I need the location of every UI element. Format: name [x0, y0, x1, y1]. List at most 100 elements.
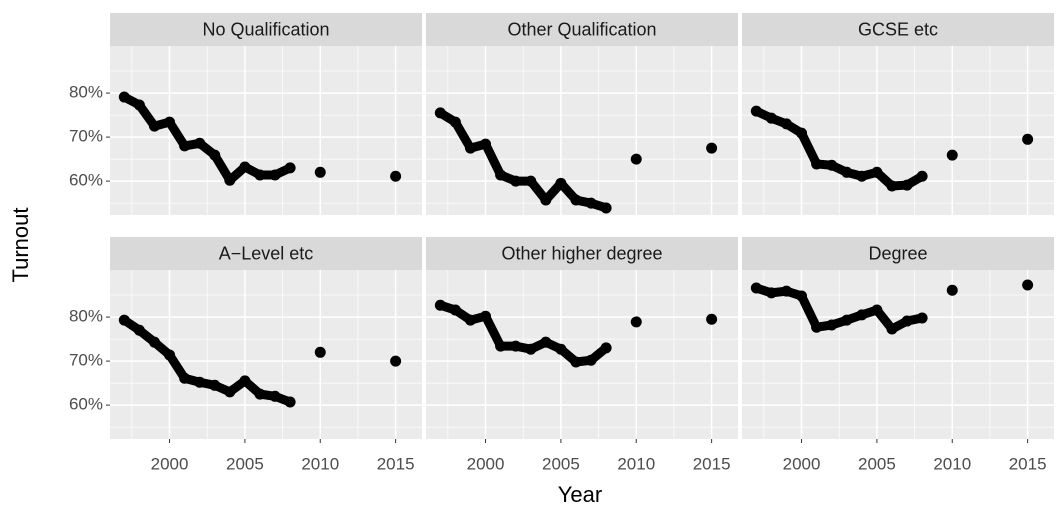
data-point	[179, 140, 191, 152]
data-point	[239, 375, 251, 387]
data-point	[750, 282, 762, 294]
data-point	[901, 315, 913, 327]
data-point	[946, 149, 958, 161]
data-point	[390, 170, 402, 182]
data-point	[901, 179, 913, 191]
data-point	[916, 312, 928, 324]
data-point	[209, 149, 221, 161]
data-point	[449, 304, 461, 316]
data-point	[118, 91, 130, 103]
data-point	[871, 304, 883, 316]
data-point	[118, 314, 130, 326]
data-point	[856, 309, 868, 321]
x-tick-label: 2015	[693, 454, 731, 473]
data-point	[525, 175, 537, 187]
data-point	[1022, 133, 1034, 145]
data-point	[540, 194, 552, 206]
data-point	[148, 336, 160, 348]
data-point	[269, 390, 281, 402]
data-point	[630, 316, 642, 328]
y-tick-label: 70%	[69, 351, 103, 370]
x-tick-label: 2000	[783, 454, 821, 473]
x-tick-label: 2005	[542, 454, 580, 473]
strip-label: Other Qualification	[507, 19, 656, 39]
data-point	[600, 202, 612, 214]
data-point	[480, 310, 492, 322]
data-point	[314, 346, 326, 358]
panel-background	[426, 270, 738, 439]
data-point	[765, 112, 777, 124]
data-point	[750, 105, 762, 117]
data-point	[495, 169, 507, 181]
strip-background	[110, 13, 422, 46]
data-point	[555, 177, 567, 189]
data-point	[133, 99, 145, 111]
x-tick-label: 2015	[377, 454, 415, 473]
strip-background	[742, 13, 1054, 46]
data-point	[434, 299, 446, 311]
x-tick-label: 2000	[467, 454, 505, 473]
y-tick-label: 60%	[69, 395, 103, 414]
y-tick-label: 80%	[69, 83, 103, 102]
data-point	[390, 355, 402, 367]
strip-label: GCSE etc	[858, 19, 938, 39]
data-point	[780, 285, 792, 297]
data-point	[464, 314, 476, 326]
data-point	[209, 379, 221, 391]
data-point	[148, 120, 160, 132]
data-point	[239, 161, 251, 173]
data-point	[841, 314, 853, 326]
data-point	[449, 116, 461, 128]
panel-background	[110, 270, 422, 439]
x-tick-label: 2005	[858, 454, 896, 473]
data-point	[510, 340, 522, 352]
data-point	[464, 142, 476, 154]
data-point	[765, 287, 777, 299]
data-point	[1022, 279, 1034, 291]
data-point	[630, 153, 642, 165]
strip-background	[110, 237, 422, 270]
y-tick-label: 80%	[69, 307, 103, 326]
data-point	[856, 170, 868, 182]
panel-background	[742, 46, 1054, 215]
data-point	[600, 342, 612, 354]
data-point	[841, 166, 853, 178]
data-point	[194, 376, 206, 388]
data-point	[916, 170, 928, 182]
y-tick-label: 70%	[69, 127, 103, 146]
data-point	[871, 166, 883, 178]
data-point	[540, 336, 552, 348]
x-tick-label: 2010	[933, 454, 971, 473]
data-point	[224, 174, 236, 186]
data-point	[826, 159, 838, 171]
data-point	[585, 197, 597, 209]
data-point	[194, 137, 206, 149]
panel-background	[742, 270, 1054, 439]
data-point	[269, 169, 281, 181]
data-point	[826, 319, 838, 331]
data-point	[434, 107, 446, 119]
data-point	[780, 118, 792, 130]
data-point	[284, 396, 296, 408]
data-point	[254, 169, 266, 181]
data-point	[811, 158, 823, 170]
strip-label: A−Level etc	[219, 243, 314, 263]
x-axis-title: Year	[558, 482, 602, 507]
data-point	[585, 354, 597, 366]
data-point	[706, 313, 718, 325]
data-point	[133, 324, 145, 336]
data-point	[164, 116, 176, 128]
x-tick-label: 2000	[151, 454, 189, 473]
data-point	[570, 194, 582, 206]
strip-label: Degree	[868, 243, 927, 263]
x-tick-label: 2010	[617, 454, 655, 473]
data-point	[164, 349, 176, 361]
panel-background	[426, 46, 738, 215]
panel-background	[110, 46, 422, 215]
strip-background	[426, 13, 738, 46]
data-point	[570, 356, 582, 368]
strip-label: No Qualification	[202, 19, 329, 39]
data-point	[314, 166, 326, 178]
data-point	[284, 162, 296, 174]
